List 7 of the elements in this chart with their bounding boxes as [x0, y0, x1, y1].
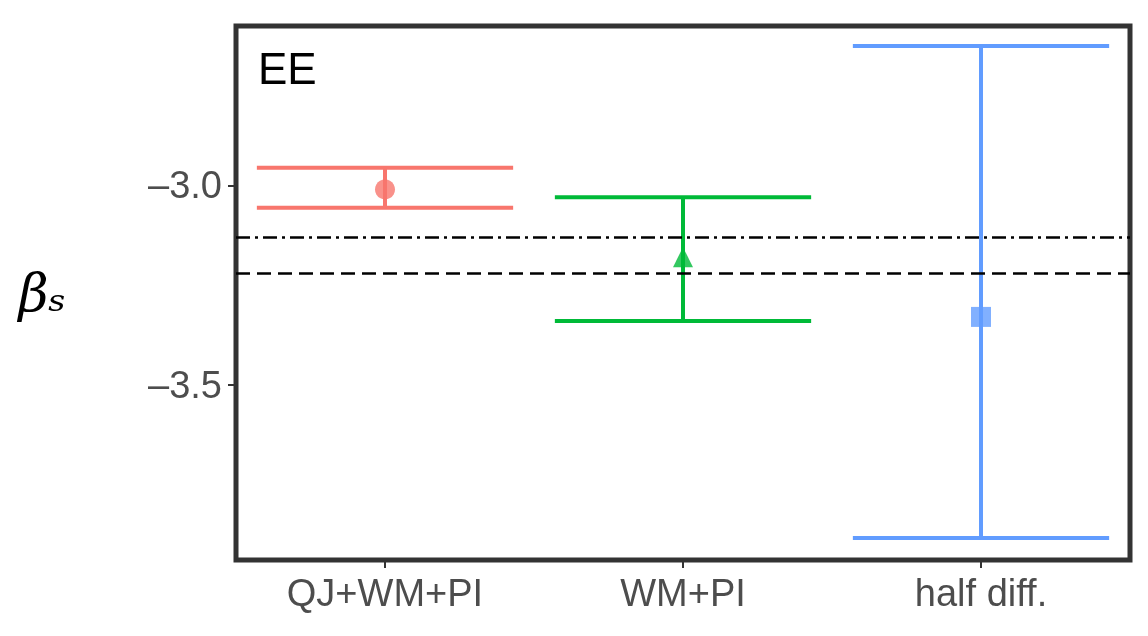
x-tick-label: WM+PI	[620, 572, 746, 614]
y-tick-label: –3.0	[148, 164, 222, 207]
x-tick-label: QJ+WM+PI	[286, 572, 484, 614]
annotation: EE	[258, 43, 317, 93]
y-axis-title: βₛ	[16, 263, 66, 323]
y-tick-label: –3.5	[148, 363, 222, 406]
x-tick-label: half diff.	[914, 572, 1048, 614]
